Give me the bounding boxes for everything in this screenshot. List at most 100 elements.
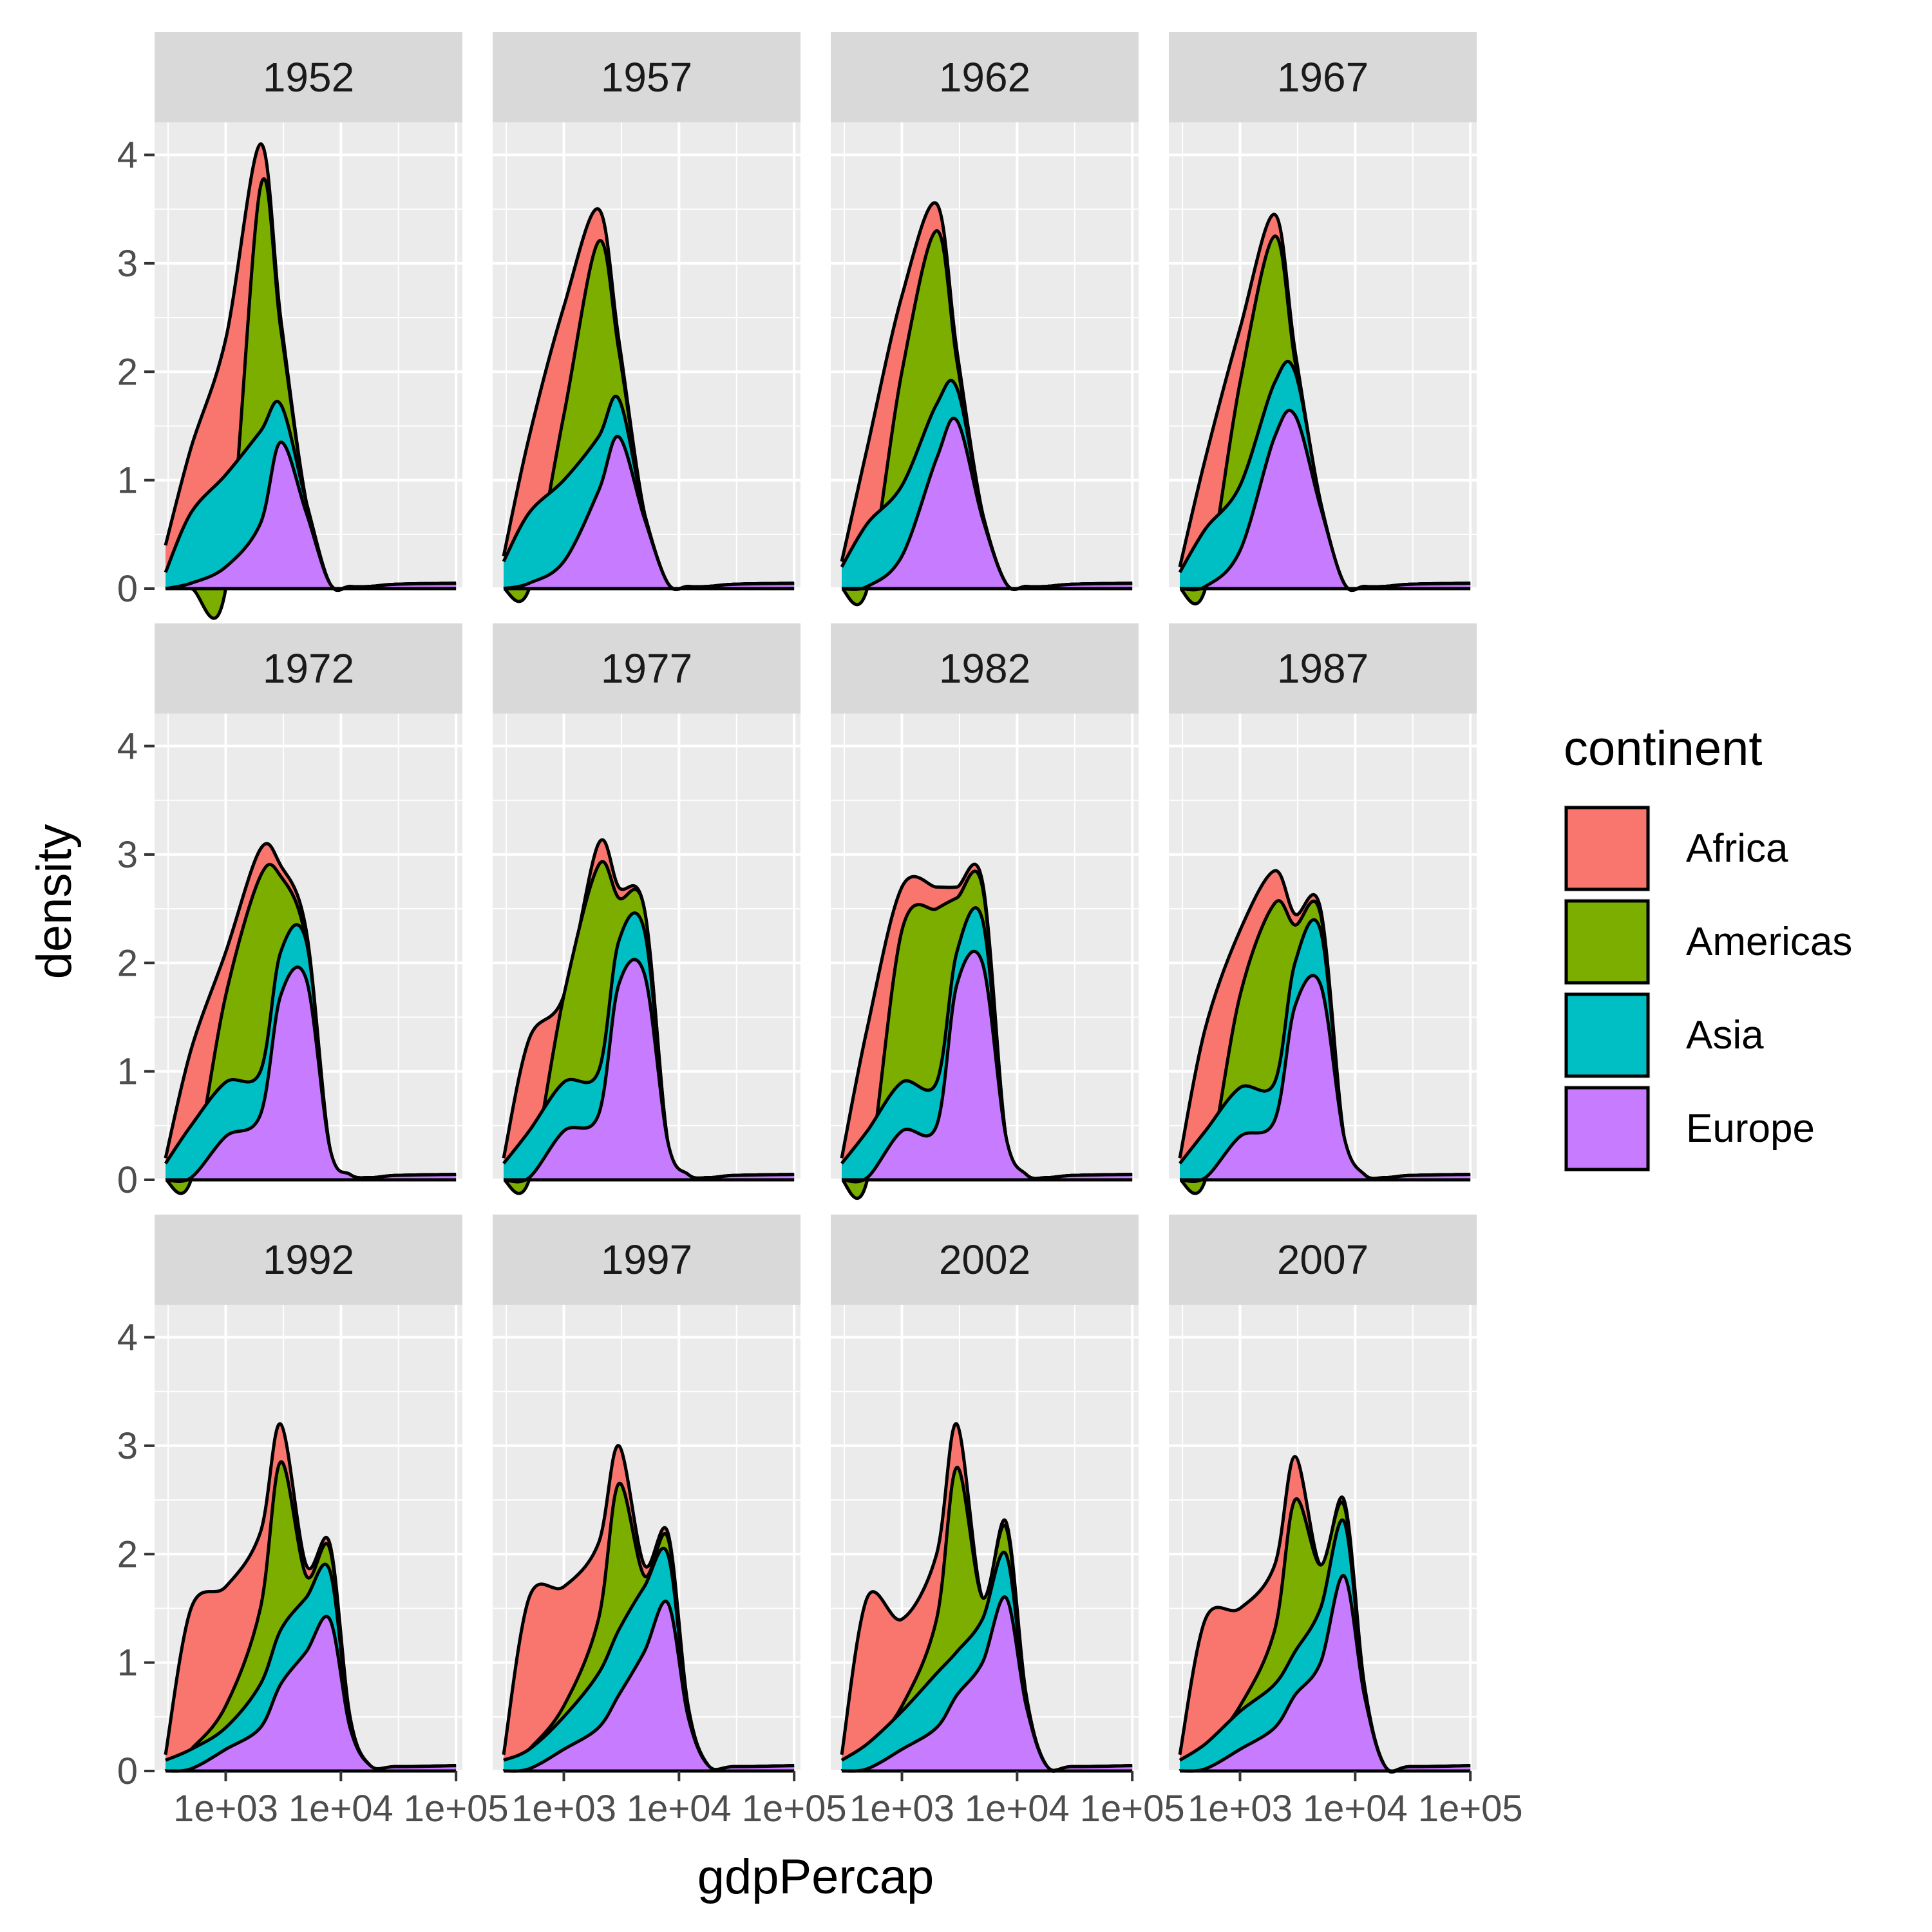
legend-label: Asia xyxy=(1686,1013,1764,1057)
facet-strip xyxy=(493,1215,800,1305)
y-tick-label: 0 xyxy=(117,1750,138,1792)
density-areas xyxy=(840,1422,1133,1773)
density-areas xyxy=(502,1444,795,1773)
x-tick-label: 1e+05 xyxy=(742,1788,847,1830)
legend: continent Africa Americas Asia Europe xyxy=(1564,721,1852,1172)
area-europe xyxy=(842,951,1133,1182)
facet-2002: 2002 xyxy=(831,1215,1139,1773)
facet-strip-label: 2002 xyxy=(939,1236,1030,1283)
area-europe xyxy=(504,1601,795,1772)
area-asia xyxy=(166,401,457,591)
facet-1957: 1957 xyxy=(493,32,800,603)
facet-1962: 1962 xyxy=(831,32,1139,607)
facet-strip xyxy=(493,32,800,122)
outline-europe xyxy=(841,417,1133,591)
y-tick-label: 3 xyxy=(117,1425,138,1467)
y-tick-label: 3 xyxy=(117,243,138,285)
outline-europe xyxy=(841,949,1133,1184)
density-areas xyxy=(1178,1455,1471,1774)
density-areas xyxy=(1178,213,1471,606)
y-tick-label: 3 xyxy=(117,834,138,876)
x-tick-label: 1e+04 xyxy=(627,1788,732,1830)
outline-europe xyxy=(165,1615,457,1773)
y-tick-label: 4 xyxy=(117,135,138,176)
facet-strip xyxy=(155,623,462,714)
y-tick-label: 0 xyxy=(117,1159,138,1201)
facet-strip-label: 1967 xyxy=(1277,54,1368,100)
y-tick-label: 4 xyxy=(117,726,138,768)
facet-strip-label: 1997 xyxy=(601,1236,692,1283)
x-tick-label: 1e+04 xyxy=(1303,1788,1408,1830)
legend-title: continent xyxy=(1564,721,1762,776)
density-areas xyxy=(1178,869,1471,1195)
facet-strip-label: 2007 xyxy=(1277,1236,1368,1283)
facet-strip xyxy=(1169,623,1477,714)
facet-strip-label: 1972 xyxy=(263,645,354,692)
y-axis-title: density xyxy=(27,824,82,980)
density-areas xyxy=(502,838,795,1195)
facet-1952: 1952 xyxy=(155,32,462,620)
facet-1967: 1967 xyxy=(1169,32,1477,606)
legend-swatch xyxy=(1564,806,1650,891)
legend-label: Africa xyxy=(1686,826,1788,871)
x-tick-label: 1e+05 xyxy=(404,1788,509,1830)
legend-label: Europe xyxy=(1686,1106,1815,1151)
area-europe xyxy=(166,1616,457,1772)
y-tick-label: 1 xyxy=(117,1051,138,1093)
area-europe xyxy=(1180,410,1471,590)
y-tick-label: 2 xyxy=(117,942,138,984)
legend-label: Americas xyxy=(1686,920,1852,964)
facet-strip-label: 1957 xyxy=(601,54,692,100)
legend-swatch xyxy=(1564,992,1650,1078)
facet-strip xyxy=(831,623,1139,714)
area-europe xyxy=(504,436,795,589)
legend-swatch xyxy=(1564,1086,1650,1171)
legend-item-asia: Asia xyxy=(1564,992,1764,1079)
area-europe xyxy=(166,967,457,1182)
outline-europe xyxy=(1179,974,1471,1183)
facet-1977: 1977 xyxy=(493,623,800,1195)
facet-strip-label: 1992 xyxy=(263,1236,354,1283)
facet-strip xyxy=(1169,1215,1477,1305)
facet-strip xyxy=(831,32,1139,122)
facet-strip xyxy=(155,32,462,122)
facet-1982: 1982 xyxy=(831,623,1139,1200)
facet-1987: 1987 xyxy=(1169,623,1477,1195)
x-tick-label: 1e+03 xyxy=(173,1788,278,1830)
x-tick-label: 1e+05 xyxy=(1418,1788,1523,1830)
facet-strip xyxy=(831,1215,1139,1305)
legend-item-africa: Africa xyxy=(1564,805,1788,892)
area-europe xyxy=(842,418,1133,590)
area-europe xyxy=(504,959,795,1182)
outline-europe xyxy=(503,1599,795,1773)
facet-strip xyxy=(155,1215,462,1305)
y-tick-label: 1 xyxy=(117,460,138,502)
density-areas xyxy=(840,862,1133,1200)
x-axis-title: gdpPercap xyxy=(697,1850,934,1904)
outline-europe xyxy=(165,440,457,591)
y-tick-label: 1 xyxy=(117,1642,138,1684)
x-tick-label: 1e+03 xyxy=(1188,1788,1293,1830)
facet-strip-label: 1977 xyxy=(601,645,692,692)
facet-strip-label: 1987 xyxy=(1277,645,1368,692)
legend-swatch xyxy=(1564,899,1650,985)
facet-strip xyxy=(1169,32,1477,122)
area-europe xyxy=(1180,1575,1471,1772)
y-tick-label: 2 xyxy=(117,351,138,393)
facet-panels: 1952 1957 1962 1967 1972 1977 1982 1987 1992 1997… xyxy=(155,32,1477,1774)
legend-item-americas: Americas xyxy=(1564,898,1852,985)
density-areas xyxy=(502,207,795,603)
x-tick-label: 1e+04 xyxy=(965,1788,1070,1830)
density-areas xyxy=(840,201,1133,607)
legend-item-europe: Europe xyxy=(1564,1085,1815,1172)
area-europe xyxy=(842,1596,1133,1772)
outline-europe xyxy=(1179,408,1471,592)
y-tick-label: 4 xyxy=(117,1317,138,1359)
y-tick-label: 0 xyxy=(117,568,138,610)
facet-strip-label: 1952 xyxy=(263,54,354,100)
facet-1972: 1972 xyxy=(155,623,462,1195)
x-tick-label: 1e+03 xyxy=(511,1788,616,1830)
density-areas xyxy=(164,142,457,620)
